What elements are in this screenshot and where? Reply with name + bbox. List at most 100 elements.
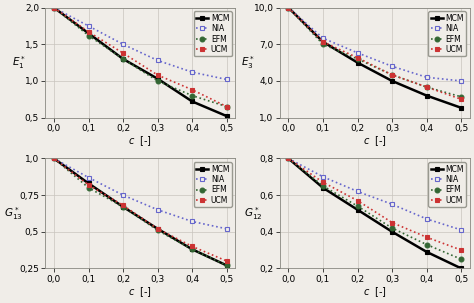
X-axis label: $c$  [-]: $c$ [-] <box>363 285 387 299</box>
Line: NIA: NIA <box>52 156 229 231</box>
EFM <box>320 42 326 46</box>
UCM <box>389 221 395 225</box>
Line: UCM: UCM <box>286 156 464 252</box>
UCM <box>286 6 292 9</box>
Line: MCM: MCM <box>286 156 464 271</box>
EFM <box>51 6 57 9</box>
UCM <box>320 181 326 184</box>
UCM <box>51 6 57 9</box>
UCM <box>155 73 161 77</box>
NIA <box>355 190 360 193</box>
MCM <box>355 61 360 65</box>
MCM <box>224 114 229 118</box>
NIA <box>320 175 326 178</box>
EFM <box>86 34 91 37</box>
NIA <box>389 65 395 68</box>
UCM <box>389 73 395 77</box>
Line: MCM: MCM <box>52 156 229 268</box>
NIA <box>458 228 464 232</box>
Legend: MCM, NIA, EFM, UCM: MCM, NIA, EFM, UCM <box>428 162 466 207</box>
UCM <box>224 259 229 263</box>
UCM <box>355 56 360 60</box>
Line: EFM: EFM <box>286 156 464 262</box>
MCM <box>286 157 292 160</box>
EFM <box>86 186 91 190</box>
MCM <box>224 264 229 267</box>
NIA <box>155 58 161 62</box>
MCM <box>189 248 195 251</box>
NIA <box>120 193 126 197</box>
EFM <box>355 57 360 61</box>
EFM <box>458 95 464 99</box>
MCM <box>86 181 91 185</box>
EFM <box>286 157 292 160</box>
NIA <box>51 6 57 9</box>
MCM <box>86 32 91 35</box>
Line: NIA: NIA <box>286 156 464 232</box>
EFM <box>155 228 161 232</box>
MCM <box>120 57 126 61</box>
Line: UCM: UCM <box>52 156 229 264</box>
MCM <box>320 40 326 44</box>
Legend: MCM, NIA, EFM, UCM: MCM, NIA, EFM, UCM <box>194 12 232 56</box>
UCM <box>189 88 195 92</box>
EFM <box>355 204 360 208</box>
NIA <box>424 75 429 79</box>
MCM <box>155 77 161 81</box>
Y-axis label: $E_1^*$: $E_1^*$ <box>12 54 27 71</box>
NIA <box>224 227 229 231</box>
EFM <box>458 258 464 261</box>
EFM <box>189 94 195 97</box>
MCM <box>189 100 195 103</box>
Line: UCM: UCM <box>286 5 464 102</box>
X-axis label: $c$  [-]: $c$ [-] <box>128 134 152 148</box>
NIA <box>389 202 395 206</box>
EFM <box>286 6 292 9</box>
NIA <box>51 157 57 160</box>
NIA <box>286 157 292 160</box>
MCM <box>389 79 395 83</box>
MCM <box>286 6 292 9</box>
EFM <box>389 73 395 77</box>
MCM <box>458 267 464 270</box>
MCM <box>320 186 326 190</box>
UCM <box>86 30 91 34</box>
UCM <box>424 85 429 89</box>
UCM <box>424 235 429 239</box>
NIA <box>355 51 360 55</box>
MCM <box>51 157 57 160</box>
EFM <box>189 248 195 251</box>
Line: UCM: UCM <box>52 5 229 109</box>
UCM <box>458 98 464 101</box>
EFM <box>120 205 126 209</box>
EFM <box>224 264 229 267</box>
UCM <box>86 183 91 187</box>
NIA <box>86 176 91 179</box>
UCM <box>120 204 126 207</box>
Y-axis label: $E_3^*$: $E_3^*$ <box>241 54 255 71</box>
UCM <box>189 245 195 248</box>
EFM <box>120 57 126 61</box>
Line: NIA: NIA <box>52 5 229 82</box>
EFM <box>389 226 395 230</box>
MCM <box>51 6 57 9</box>
EFM <box>424 85 429 89</box>
Legend: MCM, NIA, EFM, UCM: MCM, NIA, EFM, UCM <box>194 162 232 207</box>
NIA <box>189 70 195 74</box>
UCM <box>458 248 464 252</box>
MCM <box>120 205 126 209</box>
UCM <box>120 51 126 55</box>
MCM <box>424 94 429 97</box>
Line: NIA: NIA <box>286 5 464 83</box>
EFM <box>51 157 57 160</box>
EFM <box>155 79 161 83</box>
MCM <box>389 230 395 234</box>
NIA <box>120 42 126 46</box>
UCM <box>286 157 292 160</box>
NIA <box>86 24 91 28</box>
NIA <box>286 6 292 9</box>
Line: MCM: MCM <box>286 5 464 110</box>
Legend: MCM, NIA, EFM, UCM: MCM, NIA, EFM, UCM <box>428 12 466 56</box>
EFM <box>224 105 229 108</box>
UCM <box>224 105 229 108</box>
